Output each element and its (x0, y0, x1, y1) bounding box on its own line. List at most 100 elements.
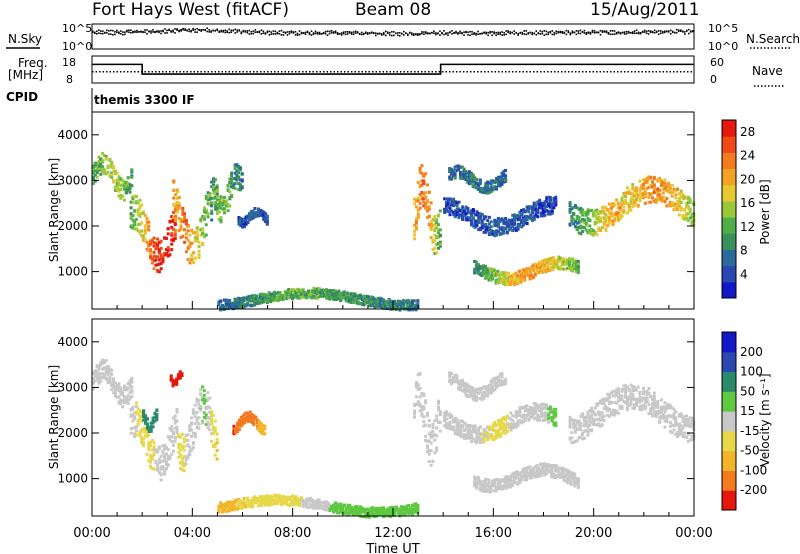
echo-cell (380, 297, 384, 301)
echo-cell (255, 497, 259, 501)
echo-cell (235, 298, 239, 302)
echo-cell (394, 308, 398, 312)
echo-cell (292, 499, 296, 503)
noise-point (499, 31, 501, 34)
echo-cell (501, 281, 505, 285)
echo-cell (104, 358, 108, 362)
echo-cell (151, 416, 155, 420)
echo-cell (564, 258, 568, 262)
echo-cell (473, 182, 477, 186)
power-colorbar-tick: 16 (740, 196, 755, 210)
echo-cell (241, 221, 245, 225)
echo-cell (378, 304, 382, 308)
echo-cell (110, 388, 114, 392)
echo-cell (510, 273, 514, 277)
echo-cell (210, 204, 214, 208)
noise-point (362, 32, 365, 35)
echo-cell (261, 431, 265, 435)
echo-cell (448, 213, 452, 217)
noise-point (413, 34, 415, 36)
noise-point (382, 31, 385, 34)
echo-cell (462, 173, 466, 177)
echo-cell (436, 246, 440, 250)
echo-cell (495, 176, 499, 180)
echo-cell (344, 507, 348, 511)
noise-point (314, 32, 317, 35)
noise-point (543, 34, 546, 37)
echo-cell (210, 218, 214, 222)
echo-cell (507, 228, 511, 232)
echo-cell (647, 200, 651, 204)
echo-cell (256, 425, 260, 429)
echo-cell (143, 237, 147, 241)
echo-cell (502, 178, 506, 182)
echo-cell (235, 177, 239, 181)
echo-cell (457, 216, 461, 220)
echo-cell (285, 502, 289, 506)
echo-cell (134, 401, 138, 405)
noise-point (326, 34, 329, 37)
echo-cell (262, 494, 266, 498)
echo-cell (210, 180, 214, 184)
echo-cell (677, 204, 681, 208)
noise-point (597, 31, 600, 34)
echo-cell (95, 369, 99, 373)
echo-cell (425, 216, 429, 220)
echo-cell (494, 270, 498, 274)
echo-cell (597, 212, 601, 216)
echo-cell (206, 215, 210, 219)
echo-cell (425, 183, 429, 187)
echo-cell (528, 277, 532, 281)
echo-cell (166, 454, 170, 458)
echo-cell (558, 259, 562, 263)
echo-cell (460, 170, 464, 174)
echo-cell (208, 406, 212, 410)
echo-cell (661, 183, 665, 187)
echo-cell (616, 211, 620, 215)
echo-cell (97, 375, 101, 379)
echo-cell (661, 195, 665, 199)
echo-cell (213, 442, 217, 446)
echo-cell (175, 203, 179, 207)
noise-point (278, 32, 281, 35)
echo-cell (620, 198, 624, 202)
echo-cell (166, 249, 170, 253)
echo-cell (211, 443, 215, 447)
echo-cell (479, 215, 482, 219)
echo-cell (384, 301, 388, 305)
echo-cell (210, 412, 214, 416)
echo-cell (507, 280, 511, 284)
echo-cell (620, 210, 624, 214)
echo-cell (464, 175, 468, 179)
echo-cell (645, 181, 649, 185)
echo-cell (469, 172, 473, 176)
echo-cell (575, 214, 579, 218)
echo-cell (576, 265, 580, 269)
echo-cell (93, 379, 97, 383)
echo-cell (256, 498, 260, 502)
echo-cell (144, 416, 148, 420)
echo-cell (550, 256, 554, 260)
echo-cell (575, 217, 579, 221)
echo-cell (529, 205, 533, 209)
noise-point (563, 31, 566, 34)
echo-cell (112, 180, 116, 184)
echo-cell (562, 267, 566, 271)
echo-cell (604, 221, 608, 225)
noise-point (250, 32, 253, 35)
echo-cell (217, 200, 221, 204)
echo-cell (276, 298, 280, 302)
echo-cell (144, 420, 148, 424)
noise-point (625, 33, 628, 35)
echo-cell (473, 268, 477, 272)
beam-label: Beam 08 (355, 0, 431, 20)
echo-cell (376, 299, 380, 303)
noise-point (471, 33, 473, 35)
echo-cell (157, 250, 161, 254)
echo-cell (522, 216, 525, 220)
echo-cell (677, 201, 681, 205)
noise-point (264, 33, 267, 35)
echo-cell (145, 227, 149, 231)
echo-cell (624, 201, 628, 205)
